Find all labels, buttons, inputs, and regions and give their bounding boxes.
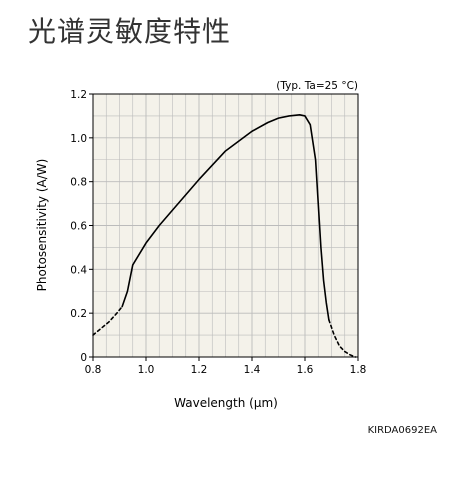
series-lines	[92, 114, 357, 358]
y-tick-label: 0.8	[70, 177, 87, 189]
y-tick-label: 0.2	[70, 308, 87, 320]
page-title: 光谱灵敏度特性	[28, 15, 232, 48]
major-grid	[93, 94, 358, 357]
x-axis-ticks: 0.8 1.0 1.2 1.4 1.6 1.8	[85, 357, 367, 376]
y-tick-label: 0	[80, 352, 87, 364]
y-tick-label: 1.2	[70, 89, 87, 101]
x-tick-label: 1.6	[297, 364, 314, 376]
condition-annotation: (Typ. Ta=25 °C)	[276, 80, 358, 92]
x-tick-label: 0.8	[85, 364, 102, 376]
x-axis-label: Wavelength (µm)	[174, 396, 278, 410]
y-tick-label: 0.4	[70, 264, 87, 276]
y-tick-label: 1.0	[70, 133, 87, 145]
series-line-solid	[121, 114, 330, 321]
x-tick-label: 1.2	[191, 364, 208, 376]
y-tick-label: 0.6	[70, 221, 87, 233]
x-tick-label: 1.0	[138, 364, 155, 376]
series-line-dashed-2	[328, 318, 357, 358]
y-axis-label: Photosensitivity (A/W)	[35, 159, 49, 292]
x-tick-label: 1.4	[244, 364, 261, 376]
figure-code: KIRDA0692EA	[367, 425, 437, 436]
series-line-dashed-0	[92, 305, 123, 336]
y-axis-ticks: 0 0.2 0.4 0.6 0.8 1.0 1.2	[70, 89, 93, 364]
x-tick-label: 1.8	[350, 364, 367, 376]
